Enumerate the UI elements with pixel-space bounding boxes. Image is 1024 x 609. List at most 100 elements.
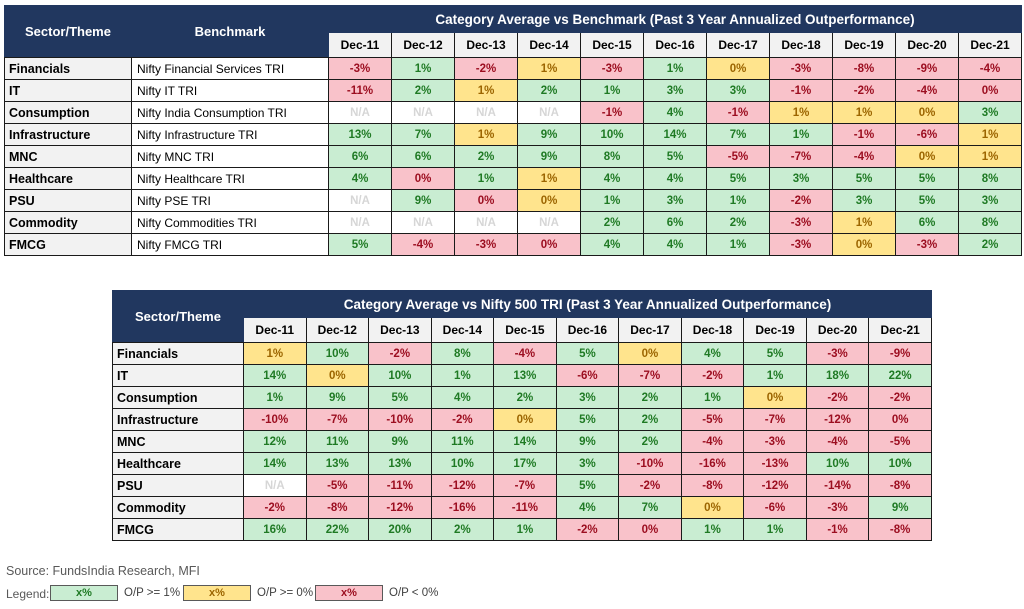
value-cell: -2% <box>680 364 745 387</box>
value-cell: 11% <box>305 430 370 453</box>
column-header: Dec-11 <box>243 317 307 343</box>
value-cell: 3% <box>958 189 1022 212</box>
benchmark-label: Nifty Healthcare TRI <box>131 167 329 190</box>
value-cell: -10% <box>368 408 432 431</box>
value-cell: 14% <box>493 430 557 453</box>
value-cell: -2% <box>555 518 620 541</box>
sector-label: PSU <box>4 189 132 212</box>
value-cell: N/A <box>328 189 392 212</box>
value-cell: 4% <box>643 233 707 256</box>
table-row: Infrastructure -10% -7% -10% -2% 0% 5% 2% -5% -7%… <box>112 408 932 431</box>
sector-label: FMCG <box>4 233 132 256</box>
value-cell: 6% <box>328 145 392 168</box>
value-cell: 2% <box>706 211 770 234</box>
table-row: Commodity Nifty Commodities TRI N/A N/A N/A N… <box>4 211 1022 234</box>
value-cell: -3% <box>805 496 870 519</box>
value-cell: 2% <box>618 408 682 431</box>
value-cell: 3% <box>706 79 770 102</box>
value-cell: 1% <box>493 518 557 541</box>
column-header: Dec-18 <box>680 317 745 343</box>
value-cell: 13% <box>493 364 557 387</box>
value-cell: -2% <box>769 189 833 212</box>
value-cell: -3% <box>769 233 833 256</box>
value-cell: 17% <box>493 452 557 475</box>
value-cell: 0% <box>680 496 745 519</box>
value-cell: 5% <box>832 167 896 190</box>
legend-item-green: x% O/P >= 1% <box>50 585 180 601</box>
value-cell: 4% <box>680 342 745 365</box>
corner-header: Benchmark <box>131 5 329 58</box>
value-cell: 10% <box>805 452 870 475</box>
column-header: Dec-17 <box>706 32 770 58</box>
column-header: Dec-15 <box>493 317 557 343</box>
value-cell: 8% <box>430 342 495 365</box>
table-row: Infrastructure Nifty Infrastructure TRI 13… <box>4 123 1022 146</box>
sector-label: Consumption <box>4 101 132 124</box>
table-row: PSU Nifty PSE TRI N/A 9% 0% 0% 1% 3% 1% -2% 3% 5% 3% <box>4 189 1022 212</box>
value-cell: 2% <box>618 430 682 453</box>
value-cell: -8% <box>305 496 370 519</box>
value-cell: 2% <box>517 79 581 102</box>
value-cell: N/A <box>517 211 581 234</box>
benchmark-label: Nifty India Consumption TRI <box>131 101 329 124</box>
sector-label: Financials <box>4 57 132 80</box>
column-header: Dec-20 <box>895 32 959 58</box>
corner-header: Sector/Theme <box>4 5 132 58</box>
value-cell: 1% <box>243 386 307 409</box>
value-cell: -4% <box>391 233 455 256</box>
value-cell: 4% <box>430 386 495 409</box>
value-cell: N/A <box>517 101 581 124</box>
value-cell: 9% <box>517 145 581 168</box>
value-cell: -11% <box>368 474 432 497</box>
value-cell: N/A <box>391 211 455 234</box>
value-cell: N/A <box>454 211 518 234</box>
value-cell: 1% <box>454 167 518 190</box>
value-cell: 0% <box>895 145 959 168</box>
value-cell: 4% <box>555 496 620 519</box>
value-cell: 0% <box>958 79 1022 102</box>
table-row: FMCG 16% 22% 20% 2% 1% -2% 0% 1% 1% -1% -8% <box>112 518 932 541</box>
value-cell: -5% <box>706 145 770 168</box>
column-header: Dec-15 <box>580 32 644 58</box>
value-cell: 5% <box>643 145 707 168</box>
value-cell: 1% <box>680 518 745 541</box>
column-header: Dec-13 <box>368 317 432 343</box>
sector-label: Commodity <box>4 211 132 234</box>
value-cell: 20% <box>368 518 432 541</box>
sector-label: MNC <box>4 145 132 168</box>
legend-swatch-green: x% <box>50 585 118 601</box>
value-cell: 0% <box>868 408 932 431</box>
value-cell: 4% <box>643 101 707 124</box>
value-cell: 1% <box>454 123 518 146</box>
value-cell: 3% <box>832 189 896 212</box>
legend-swatch-pink: x% <box>315 585 383 601</box>
value-cell: 3% <box>555 386 620 409</box>
sector-label: MNC <box>112 430 244 453</box>
value-cell: 10% <box>430 452 495 475</box>
value-cell: -8% <box>868 474 932 497</box>
value-cell: 2% <box>958 233 1022 256</box>
value-cell: 2% <box>618 386 682 409</box>
benchmark-outperformance-table: Sector/Theme Benchmark Category Average vs… <box>4 5 1022 256</box>
value-cell: -14% <box>805 474 870 497</box>
value-cell: 16% <box>243 518 307 541</box>
value-cell: 0% <box>706 57 770 80</box>
value-cell: 1% <box>706 233 770 256</box>
legend-item-label: O/P >= 0% <box>257 587 314 599</box>
value-cell: 0% <box>618 518 682 541</box>
column-header: Dec-16 <box>555 317 620 343</box>
table-row: Financials Nifty Financial Services TRI -3… <box>4 57 1022 80</box>
value-cell: 0% <box>832 233 896 256</box>
column-header: Dec-12 <box>391 32 455 58</box>
value-cell: -6% <box>895 123 959 146</box>
column-header: Dec-19 <box>743 317 807 343</box>
value-cell: 0% <box>454 189 518 212</box>
value-cell: -2% <box>868 386 932 409</box>
value-cell: 1% <box>769 101 833 124</box>
legend-label: Legend: <box>6 587 50 601</box>
value-cell: -16% <box>680 452 745 475</box>
value-cell: -4% <box>958 57 1022 80</box>
value-cell: 1% <box>743 364 807 387</box>
benchmark-label: Nifty Financial Services TRI <box>131 57 329 80</box>
value-cell: 5% <box>328 233 392 256</box>
